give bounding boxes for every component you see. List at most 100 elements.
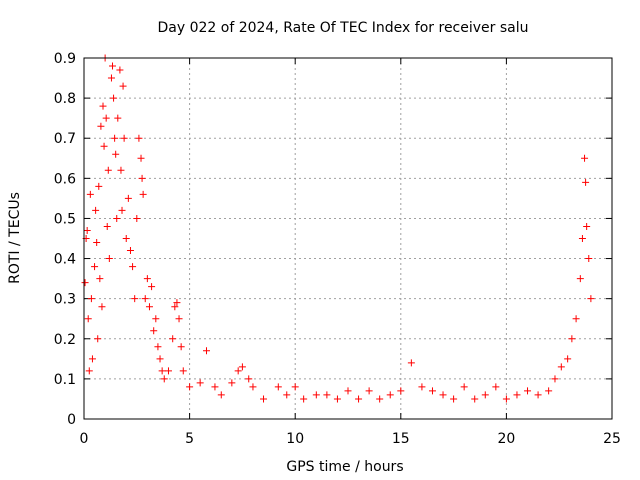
x-tick-labels: 0 5 10 15 20 25	[80, 431, 621, 447]
data-point	[131, 295, 139, 303]
data-point	[135, 134, 143, 142]
data-point	[97, 122, 105, 130]
data-point	[196, 379, 204, 387]
x-tick-label: 5	[185, 431, 194, 447]
data-point	[152, 315, 160, 323]
data-point	[545, 387, 553, 395]
y-tick-label: 0.6	[54, 171, 76, 187]
data-point	[119, 82, 127, 90]
y-tick-label: 0	[67, 412, 76, 428]
data-point	[439, 391, 447, 399]
data-point	[117, 166, 125, 174]
data-point	[502, 395, 510, 403]
data-point	[113, 214, 121, 222]
data-point	[133, 214, 141, 222]
data-point	[164, 367, 172, 375]
x-tick-label: 25	[603, 431, 621, 447]
data-point	[333, 395, 341, 403]
data-point	[83, 226, 91, 234]
data-point	[169, 335, 177, 343]
data-point	[581, 154, 589, 162]
data-point	[234, 367, 242, 375]
data-point	[217, 391, 225, 399]
data-point	[578, 235, 586, 242]
y-axis-label: ROTI / TECUs	[7, 192, 23, 284]
data-point	[344, 387, 352, 395]
data-point	[551, 375, 559, 383]
data-point	[245, 375, 253, 383]
data-point	[260, 395, 268, 403]
data-point	[100, 142, 108, 150]
data-point	[118, 206, 126, 214]
data-point	[98, 303, 106, 311]
data-point	[534, 391, 542, 399]
data-point	[492, 383, 500, 391]
data-point	[300, 395, 308, 403]
y-tick-label: 0.5	[54, 211, 76, 227]
y-tick-label: 0.1	[54, 372, 76, 388]
data-point	[274, 383, 282, 391]
data-point	[376, 395, 384, 403]
data-points	[81, 54, 595, 403]
y-tick-labels: 0 0.1 0.2 0.3 0.4 0.5 0.6 0.7 0.8 0.9	[54, 51, 76, 428]
data-point	[148, 283, 156, 291]
data-point	[114, 114, 122, 122]
data-point	[111, 134, 119, 142]
data-point	[173, 299, 181, 307]
data-point	[87, 295, 95, 303]
data-point	[572, 315, 580, 323]
data-point	[137, 154, 145, 162]
data-point	[585, 255, 593, 263]
data-point	[524, 387, 532, 395]
data-point	[107, 74, 115, 82]
data-point	[129, 263, 137, 271]
data-point	[96, 275, 104, 283]
data-point	[386, 391, 394, 399]
data-point	[109, 62, 117, 70]
data-point	[126, 247, 134, 255]
data-point	[91, 263, 99, 271]
data-point	[283, 391, 291, 399]
data-point	[154, 343, 162, 351]
data-point	[397, 387, 405, 395]
data-point	[102, 114, 110, 122]
data-point	[116, 66, 124, 74]
data-point	[312, 391, 320, 399]
data-point	[94, 335, 102, 343]
data-point	[450, 395, 458, 403]
x-axis-label: GPS time / hours	[286, 459, 403, 475]
data-point	[86, 190, 94, 198]
x-tick-label: 0	[80, 431, 89, 447]
data-point	[84, 315, 92, 323]
data-point	[355, 395, 363, 403]
y-tick-label: 0.7	[54, 131, 76, 147]
data-point	[186, 383, 194, 391]
data-point	[124, 194, 132, 202]
data-point	[138, 174, 146, 182]
data-point	[158, 367, 166, 375]
data-point	[81, 279, 89, 287]
data-point	[564, 355, 572, 363]
data-point	[407, 359, 415, 367]
data-point	[104, 166, 112, 174]
data-point	[143, 275, 151, 283]
data-point	[110, 94, 118, 102]
data-point	[171, 303, 179, 311]
data-point	[428, 387, 436, 395]
data-point	[583, 222, 591, 230]
data-point	[103, 222, 111, 230]
data-point	[228, 379, 236, 387]
data-point	[576, 275, 584, 283]
data-point	[92, 206, 100, 214]
y-tick-label: 0.2	[54, 332, 76, 348]
x-tick-label: 20	[497, 431, 515, 447]
data-point	[95, 182, 103, 190]
data-point	[112, 150, 120, 158]
data-point	[150, 327, 158, 335]
plot-frame	[83, 57, 613, 420]
x-tick-label: 10	[286, 431, 304, 447]
data-point	[85, 367, 93, 375]
data-point	[105, 255, 113, 263]
data-point	[582, 178, 590, 186]
